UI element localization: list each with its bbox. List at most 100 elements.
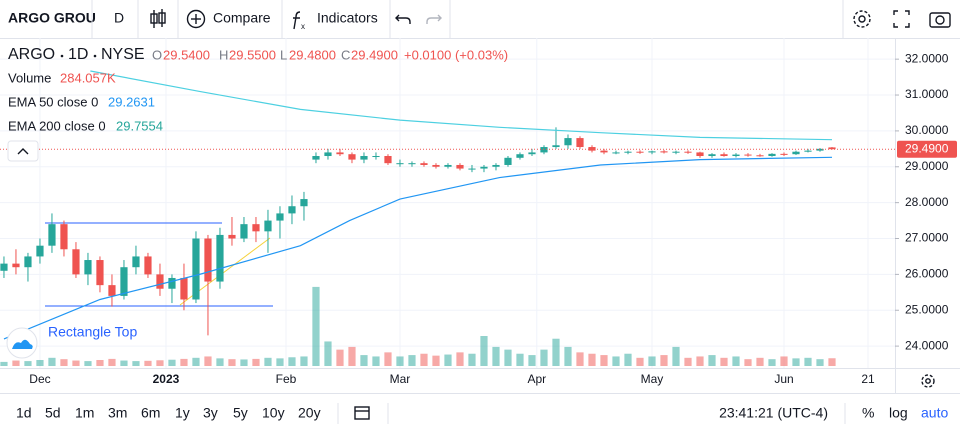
candle-body — [60, 224, 68, 250]
chart-style-button[interactable] — [150, 9, 166, 28]
candle-body — [648, 151, 656, 153]
volume-bar — [492, 346, 500, 366]
ohlc-value: 29.5500 — [229, 47, 276, 62]
undo-button[interactable] — [395, 14, 411, 24]
candle-body — [24, 256, 32, 268]
legend: ARGO 1D NYSE O 29.5400 H 29.5500 L 29.48… — [7, 46, 508, 162]
price-pane — [0, 70, 895, 340]
candle-body — [132, 256, 140, 268]
volume-bar — [360, 355, 368, 366]
symbol-search[interactable]: ARGO GROU — [8, 10, 96, 26]
ema50-value: 29.2631 — [108, 94, 155, 109]
volume-pane — [0, 286, 836, 366]
y-tick-label: 31.0000 — [905, 87, 949, 101]
candle-body — [432, 164, 440, 167]
volume-bar — [216, 358, 224, 366]
volume-bar — [432, 355, 440, 366]
ohlc-label: C — [341, 47, 350, 62]
fullscreen-button[interactable] — [893, 10, 910, 28]
drawing-label[interactable]: Rectangle Top — [48, 324, 137, 340]
volume-bar — [744, 359, 752, 366]
volume-bar — [828, 358, 836, 366]
range-button[interactable]: 5y — [233, 405, 248, 421]
candle-body — [600, 150, 608, 153]
candle-body — [420, 163, 428, 165]
candle-body — [732, 154, 740, 157]
candle-body — [300, 199, 308, 207]
x-tick-label: May — [641, 372, 664, 386]
percent-button[interactable]: % — [862, 405, 874, 421]
volume-bar — [264, 357, 272, 366]
volume-bar — [768, 359, 776, 366]
y-tick-label: 30.0000 — [905, 123, 949, 137]
compare-label[interactable]: Compare — [213, 10, 271, 26]
candle-body — [684, 151, 692, 153]
settings-button[interactable] — [853, 10, 871, 28]
volume-bar — [252, 358, 260, 366]
candle-body — [408, 163, 416, 165]
clock: 23:41:21 (UTC-4) — [719, 405, 828, 421]
candle-body — [120, 267, 128, 296]
volume-bar — [636, 357, 644, 366]
range-button[interactable]: 1m — [75, 405, 94, 421]
candle-body — [792, 151, 800, 155]
candle-body — [108, 285, 116, 296]
candle-body — [780, 153, 788, 155]
auto-button[interactable]: auto — [921, 405, 948, 421]
volume-bar — [444, 354, 452, 366]
range-button[interactable]: 1d — [16, 405, 32, 421]
candle-body — [228, 234, 236, 239]
range-button[interactable]: 20y — [298, 405, 321, 421]
top-toolbar: ARGO GROU D Compare x Indicators — [0, 0, 960, 39]
x-tick-label: Apr — [527, 372, 546, 386]
interval-button[interactable]: D — [114, 10, 124, 26]
range-button[interactable]: 5d — [45, 405, 61, 421]
candle-body — [768, 153, 776, 157]
redo-button[interactable] — [426, 14, 442, 24]
compare-button[interactable] — [186, 9, 206, 29]
candle-body — [276, 213, 284, 221]
volume-bar — [696, 356, 704, 366]
candle-body — [504, 157, 512, 165]
candle-body — [720, 154, 728, 157]
range-button[interactable]: 6m — [141, 405, 160, 421]
indicators-icon[interactable]: x — [293, 11, 305, 31]
ema-line — [3, 156, 833, 340]
volume-bar — [336, 349, 344, 366]
volume-bar — [504, 349, 512, 366]
last-price-label: 29.4900 — [905, 141, 949, 155]
candle-body — [756, 155, 764, 157]
range-button[interactable]: 10y — [262, 405, 285, 421]
time-axis: Dec 2023 Feb Mar Apr May Jun 21 — [29, 372, 875, 386]
range-button[interactable]: 3m — [108, 405, 127, 421]
candle-body — [240, 224, 248, 239]
axis-settings-button[interactable] — [921, 374, 935, 388]
candle-body — [72, 249, 80, 275]
logo[interactable] — [6, 327, 38, 359]
range-button[interactable]: 3y — [203, 405, 218, 421]
volume-bar — [396, 356, 404, 366]
log-button[interactable]: log — [889, 405, 908, 421]
volume-bar — [576, 352, 584, 366]
y-tick-label: 24.0000 — [905, 338, 949, 352]
date-range-button[interactable] — [354, 406, 370, 420]
collapse-legend-button[interactable] — [7, 140, 39, 162]
candle-body — [204, 238, 212, 282]
candle-body — [372, 156, 380, 158]
volume-bar — [564, 346, 572, 366]
volume-bar — [672, 346, 680, 366]
bottom-toolbar: 23:41:21 (UTC-4) % log auto 1d 5d 1m 3m 6m 1y… — [16, 403, 948, 424]
volume-bar — [552, 338, 560, 366]
candle-body — [96, 260, 104, 286]
candle-body — [576, 138, 584, 148]
range-button[interactable]: 1y — [175, 405, 190, 421]
volume-bar — [36, 360, 44, 366]
volume-bar — [816, 359, 824, 366]
y-tick-label: 29.0000 — [905, 159, 949, 173]
snapshot-button[interactable] — [929, 12, 951, 28]
candle-body — [348, 154, 356, 160]
indicators-label[interactable]: Indicators — [317, 10, 378, 26]
dot — [60, 54, 64, 58]
x-tick-label: Feb — [276, 372, 297, 386]
